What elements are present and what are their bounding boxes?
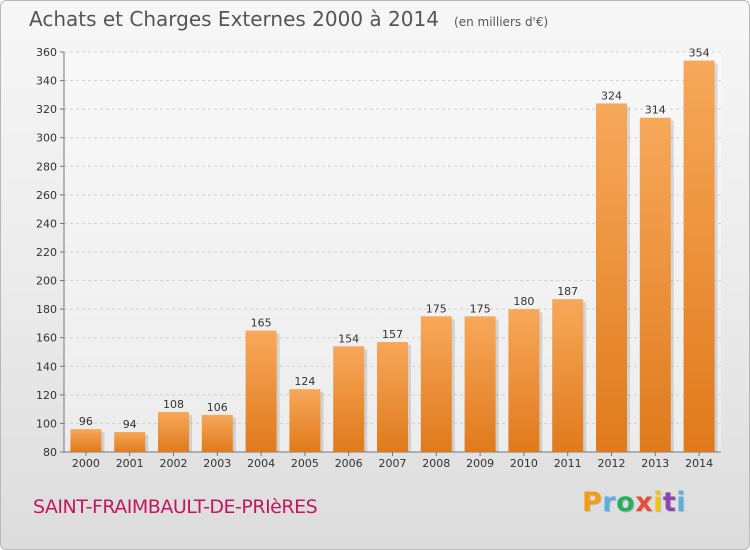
bar <box>70 429 102 452</box>
bar-value-label: 175 <box>470 302 491 315</box>
bar <box>683 60 715 452</box>
bar-value-label: 175 <box>426 302 447 315</box>
y-tick-label: 300 <box>36 132 57 145</box>
town-name: SAINT-FRAIMBAULT-DE-PRIèRES <box>33 496 318 518</box>
bar-value-label: 324 <box>601 89 622 102</box>
bar-value-label: 165 <box>251 317 272 330</box>
bar-value-label: 124 <box>294 375 315 388</box>
x-tick-label: 2014 <box>685 457 713 470</box>
x-tick-label: 2012 <box>598 457 626 470</box>
x-tick-label: 2007 <box>379 457 407 470</box>
x-tick-label: 2006 <box>335 457 363 470</box>
y-tick-label: 320 <box>36 103 57 116</box>
x-tick-label: 2000 <box>72 457 100 470</box>
bar <box>508 309 540 452</box>
logo-letter: P <box>582 487 603 518</box>
bar <box>552 299 584 452</box>
bar-value-label: 106 <box>207 401 228 414</box>
bar <box>377 342 408 452</box>
y-tick-label: 200 <box>36 275 57 288</box>
bar-value-label: 314 <box>645 104 666 117</box>
bar-value-label: 180 <box>513 295 534 308</box>
y-tick-label: 160 <box>36 332 57 345</box>
y-tick-label: 260 <box>36 189 57 202</box>
bar-value-label: 154 <box>338 332 359 345</box>
y-tick-label: 80 <box>43 446 57 459</box>
logo-letter: r <box>602 487 617 518</box>
y-tick-label: 360 <box>36 46 57 59</box>
y-tick-label: 220 <box>36 246 57 259</box>
bar-value-label: 96 <box>79 415 93 428</box>
x-tick-label: 2008 <box>422 457 450 470</box>
y-tick-label: 240 <box>36 217 57 230</box>
y-tick-label: 180 <box>36 303 57 316</box>
x-tick-label: 2009 <box>466 457 494 470</box>
bar-value-label: 187 <box>557 285 578 298</box>
logo-letter: i <box>676 487 687 518</box>
chart-title: Achats et Charges Externes 2000 à 2014 (… <box>29 7 548 31</box>
x-tick-label: 2005 <box>291 457 319 470</box>
y-tick-label: 280 <box>36 160 57 173</box>
logo-letter: x <box>635 487 654 518</box>
logo-letter: i <box>653 487 663 518</box>
bar-value-label: 94 <box>123 418 137 431</box>
bar-value-label: 354 <box>689 47 710 60</box>
y-tick-label: 100 <box>36 417 57 430</box>
proxiti-logo: Proxiti <box>582 487 686 518</box>
x-tick-label: 2002 <box>160 457 188 470</box>
bar <box>639 117 671 452</box>
bar <box>114 432 146 452</box>
bar <box>464 316 496 452</box>
x-tick-label: 2010 <box>510 457 538 470</box>
chart-title-main: Achats et Charges Externes 2000 à 2014 <box>29 7 439 31</box>
bar <box>245 330 277 452</box>
bar-value-label: 157 <box>382 328 403 341</box>
y-tick-label: 340 <box>36 75 57 88</box>
bar <box>289 389 321 452</box>
x-tick-label: 2004 <box>247 457 275 470</box>
bar <box>596 103 627 452</box>
logo-letter: t <box>662 487 677 518</box>
x-tick-label: 2001 <box>116 457 144 470</box>
bar <box>420 316 452 452</box>
chart-title-unit: (en milliers d'€) <box>454 15 549 29</box>
x-tick-label: 2013 <box>641 457 669 470</box>
bar-value-label: 108 <box>163 398 184 411</box>
bar <box>158 412 189 452</box>
bar <box>201 414 233 452</box>
y-tick-label: 120 <box>36 389 57 402</box>
logo-letter: o <box>616 487 636 518</box>
x-tick-label: 2011 <box>554 457 582 470</box>
bar <box>333 346 365 452</box>
x-tick-label: 2003 <box>203 457 231 470</box>
y-tick-label: 140 <box>36 360 57 373</box>
